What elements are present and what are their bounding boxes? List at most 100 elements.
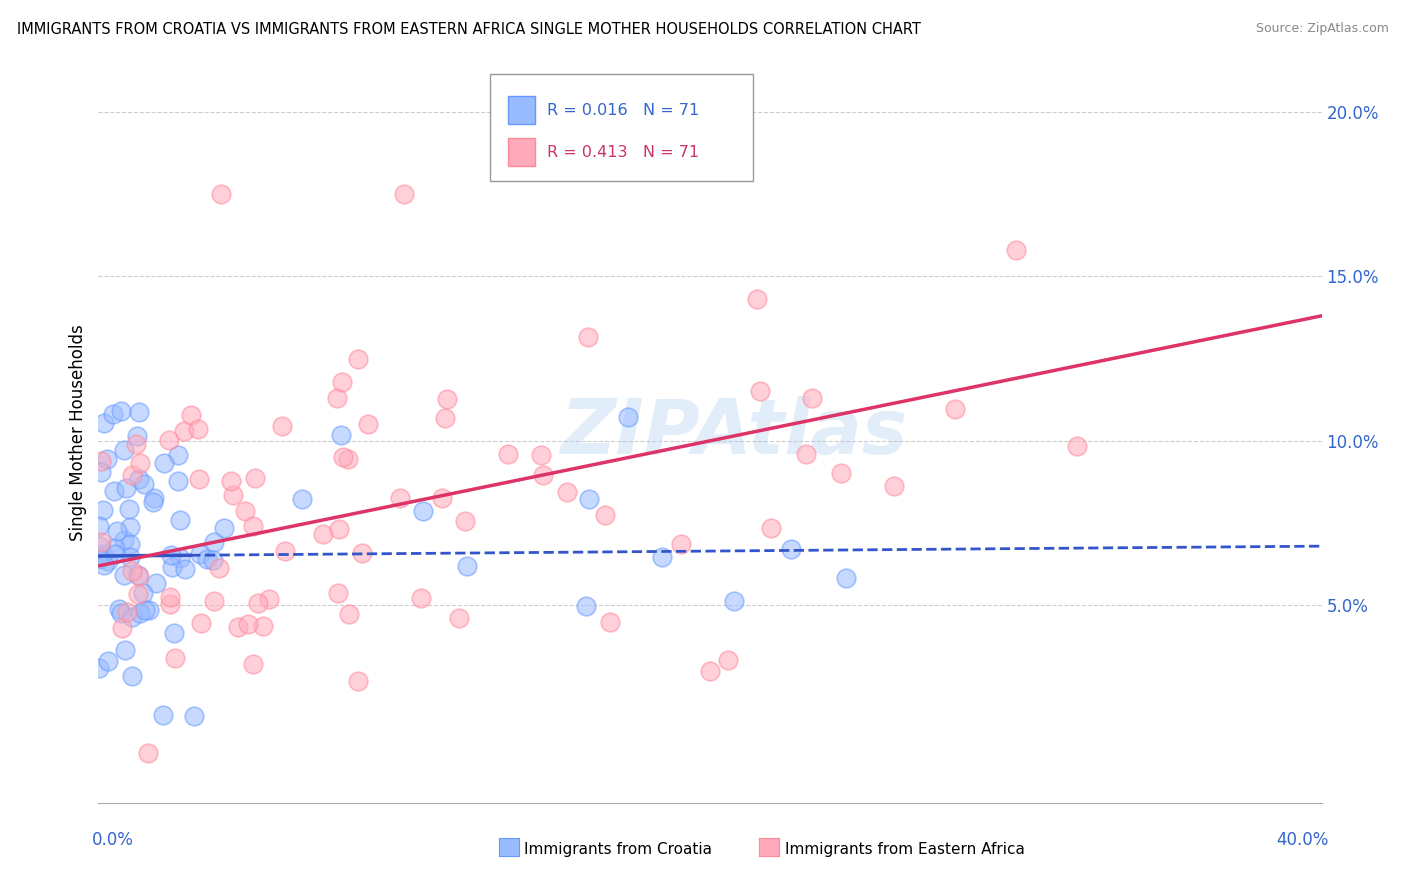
Point xyxy=(835,571,858,585)
Point xyxy=(208,561,231,575)
Point xyxy=(112,443,135,458)
Point xyxy=(290,491,312,506)
Point xyxy=(112,567,135,582)
Point xyxy=(531,467,554,482)
Point xyxy=(412,504,434,518)
Point xyxy=(111,621,134,635)
Text: IMMIGRANTS FROM CROATIA VS IMMIGRANTS FROM EASTERN AFRICA SINGLE MOTHER HOUSEHOL: IMMIGRANTS FROM CROATIA VS IMMIGRANTS FR… xyxy=(17,22,921,37)
Point xyxy=(90,549,112,564)
Point xyxy=(87,661,110,675)
Point xyxy=(87,518,110,533)
Point xyxy=(128,569,150,583)
Point xyxy=(173,425,195,439)
Point xyxy=(943,401,966,416)
Point xyxy=(233,504,256,518)
Point xyxy=(163,626,186,640)
Point xyxy=(152,456,174,470)
Point xyxy=(121,564,143,578)
Point xyxy=(336,451,359,466)
Point xyxy=(93,416,115,430)
Point xyxy=(599,615,621,629)
Point xyxy=(800,391,823,405)
Point xyxy=(274,544,297,558)
Point xyxy=(180,409,202,423)
Point xyxy=(312,527,335,541)
Point xyxy=(112,533,135,547)
Point xyxy=(97,654,120,668)
Point xyxy=(236,616,259,631)
Point xyxy=(97,554,120,568)
Point xyxy=(201,553,224,567)
Point xyxy=(188,547,211,561)
Point xyxy=(121,468,143,483)
Point xyxy=(90,454,112,468)
Point xyxy=(745,292,768,306)
Point xyxy=(447,611,470,625)
Point xyxy=(142,494,165,508)
Point xyxy=(575,599,598,614)
Point xyxy=(110,404,132,418)
Point xyxy=(212,521,235,535)
Point xyxy=(129,456,152,470)
Point xyxy=(134,603,156,617)
Point xyxy=(121,668,143,682)
FancyBboxPatch shape xyxy=(508,138,536,166)
Point xyxy=(121,609,143,624)
Text: 40.0%: 40.0% xyxy=(1277,831,1329,849)
Point xyxy=(120,537,142,551)
Point xyxy=(202,535,225,549)
Point xyxy=(651,550,673,565)
Point xyxy=(1004,243,1026,257)
Point xyxy=(115,606,138,620)
Point xyxy=(454,515,477,529)
Point xyxy=(337,607,360,622)
Point xyxy=(498,446,520,460)
Point xyxy=(127,587,149,601)
Point xyxy=(883,478,905,492)
Point xyxy=(209,187,232,202)
Point xyxy=(456,559,478,574)
Point xyxy=(90,535,112,549)
Point xyxy=(104,541,127,555)
Point xyxy=(114,643,136,657)
Point xyxy=(120,550,142,565)
Point xyxy=(780,541,803,556)
Point xyxy=(392,187,416,202)
Point xyxy=(433,410,456,425)
Point xyxy=(222,488,245,502)
Text: ZIPAtlas: ZIPAtlas xyxy=(561,396,908,469)
Point xyxy=(127,567,149,582)
FancyBboxPatch shape xyxy=(489,73,752,181)
Text: R = 0.016   N = 71: R = 0.016 N = 71 xyxy=(547,103,700,118)
Point xyxy=(247,595,270,609)
Point xyxy=(723,593,745,607)
Point xyxy=(160,559,183,574)
Point xyxy=(347,673,370,688)
Point xyxy=(101,407,124,421)
Point xyxy=(578,491,600,506)
Text: Immigrants from Eastern Africa: Immigrants from Eastern Africa xyxy=(785,842,1025,856)
Point xyxy=(105,524,128,539)
Point xyxy=(555,484,578,499)
Point xyxy=(118,502,141,516)
Point xyxy=(132,586,155,600)
Point xyxy=(190,615,212,630)
Point xyxy=(165,651,187,665)
Point xyxy=(157,433,180,447)
Point xyxy=(166,474,188,488)
Point xyxy=(169,513,191,527)
Point xyxy=(183,709,205,723)
Point xyxy=(129,606,152,620)
Point xyxy=(430,491,453,506)
Point xyxy=(142,491,165,506)
Point xyxy=(330,375,353,389)
Text: R = 0.413   N = 71: R = 0.413 N = 71 xyxy=(547,145,699,161)
Point xyxy=(93,547,115,561)
Point xyxy=(187,472,209,486)
Point xyxy=(759,520,782,534)
Point xyxy=(326,586,349,600)
Point xyxy=(748,384,770,398)
Point xyxy=(671,536,693,550)
Point xyxy=(326,391,349,405)
Point xyxy=(145,575,167,590)
